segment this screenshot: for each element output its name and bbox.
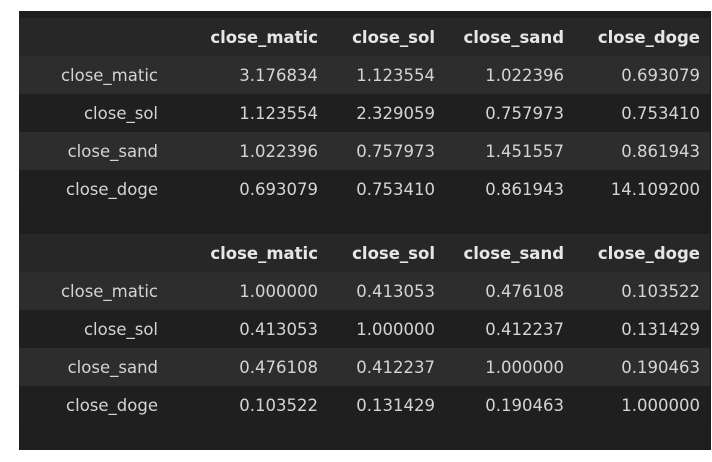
row-label: close_matic [60,65,158,85]
table-cell: 0.412237 [485,319,564,339]
table-row: close_matic 1.000000 0.413053 0.476108 0… [19,272,710,310]
table-cell: 0.413053 [239,319,318,339]
table-header-row: close_matic close_sol close_sand close_d… [19,18,710,56]
table-cell: 0.103522 [621,281,700,301]
table-cell: 0.412237 [356,357,435,377]
table-cell: 0.753410 [621,103,700,123]
correlation-table: close_matic close_sol close_sand close_d… [19,234,710,424]
column-header: close_sand [463,243,564,263]
table-cell: 0.476108 [239,357,318,377]
row-label: close_doge [66,179,158,199]
table-header-row: close_matic close_sol close_sand close_d… [19,234,710,272]
table-cell: 0.753410 [356,179,435,199]
table-cell: 2.329059 [356,103,435,123]
table-cell: 0.693079 [239,179,318,199]
table-row: close_matic 3.176834 1.123554 1.022396 0… [19,56,710,94]
table-cell: 1.000000 [621,395,700,415]
column-header: close_matic [210,27,318,47]
table-cell: 0.190463 [621,357,700,377]
index-header [19,18,168,56]
column-header: close_doge [597,243,700,263]
table-cell: 1.022396 [239,141,318,161]
table-cell: 1.123554 [239,103,318,123]
table-row: close_sand 1.022396 0.757973 1.451557 0.… [19,132,710,170]
column-header: close_sol [352,243,435,263]
column-header: close_sand [463,27,564,47]
table-cell: 0.861943 [485,179,564,199]
table-cell: 0.693079 [621,65,700,85]
table-cell: 0.757973 [356,141,435,161]
row-label: close_sol [83,319,158,339]
table-cell: 1.022396 [485,65,564,85]
table-row: close_sol 1.123554 2.329059 0.757973 0.7… [19,94,710,132]
index-header [19,234,168,272]
table-cell: 14.109200 [610,179,700,199]
table-row: close_doge 0.103522 0.131429 0.190463 1.… [19,386,710,424]
column-header: close_doge [597,27,700,47]
table-cell: 1.000000 [485,357,564,377]
table-row: close_sol 0.413053 1.000000 0.412237 0.1… [19,310,710,348]
column-header: close_sol [352,27,435,47]
table-row: close_sand 0.476108 0.412237 1.000000 0.… [19,348,710,386]
table-cell: 0.131429 [356,395,435,415]
output-cell [19,11,711,450]
table-cell: 0.190463 [485,395,564,415]
row-label: close_sol [83,103,158,123]
table-cell: 0.413053 [356,281,435,301]
row-label: close_doge [66,395,158,415]
table-row: close_doge 0.693079 0.753410 0.861943 14… [19,170,710,208]
table-cell: 1.000000 [356,319,435,339]
table-cell: 3.176834 [239,65,318,85]
table-cell: 1.123554 [356,65,435,85]
table-cell: 1.451557 [485,141,564,161]
table-cell: 0.757973 [485,103,564,123]
table-cell: 0.476108 [485,281,564,301]
row-label: close_sand [67,357,158,377]
row-label: close_sand [67,141,158,161]
table-cell: 0.861943 [621,141,700,161]
table-cell: 0.131429 [621,319,700,339]
table-cell: 0.103522 [239,395,318,415]
table-cell: 1.000000 [239,281,318,301]
row-label: close_matic [60,281,158,301]
column-header: close_matic [210,243,318,263]
covariance-table: close_matic close_sol close_sand close_d… [19,18,710,208]
